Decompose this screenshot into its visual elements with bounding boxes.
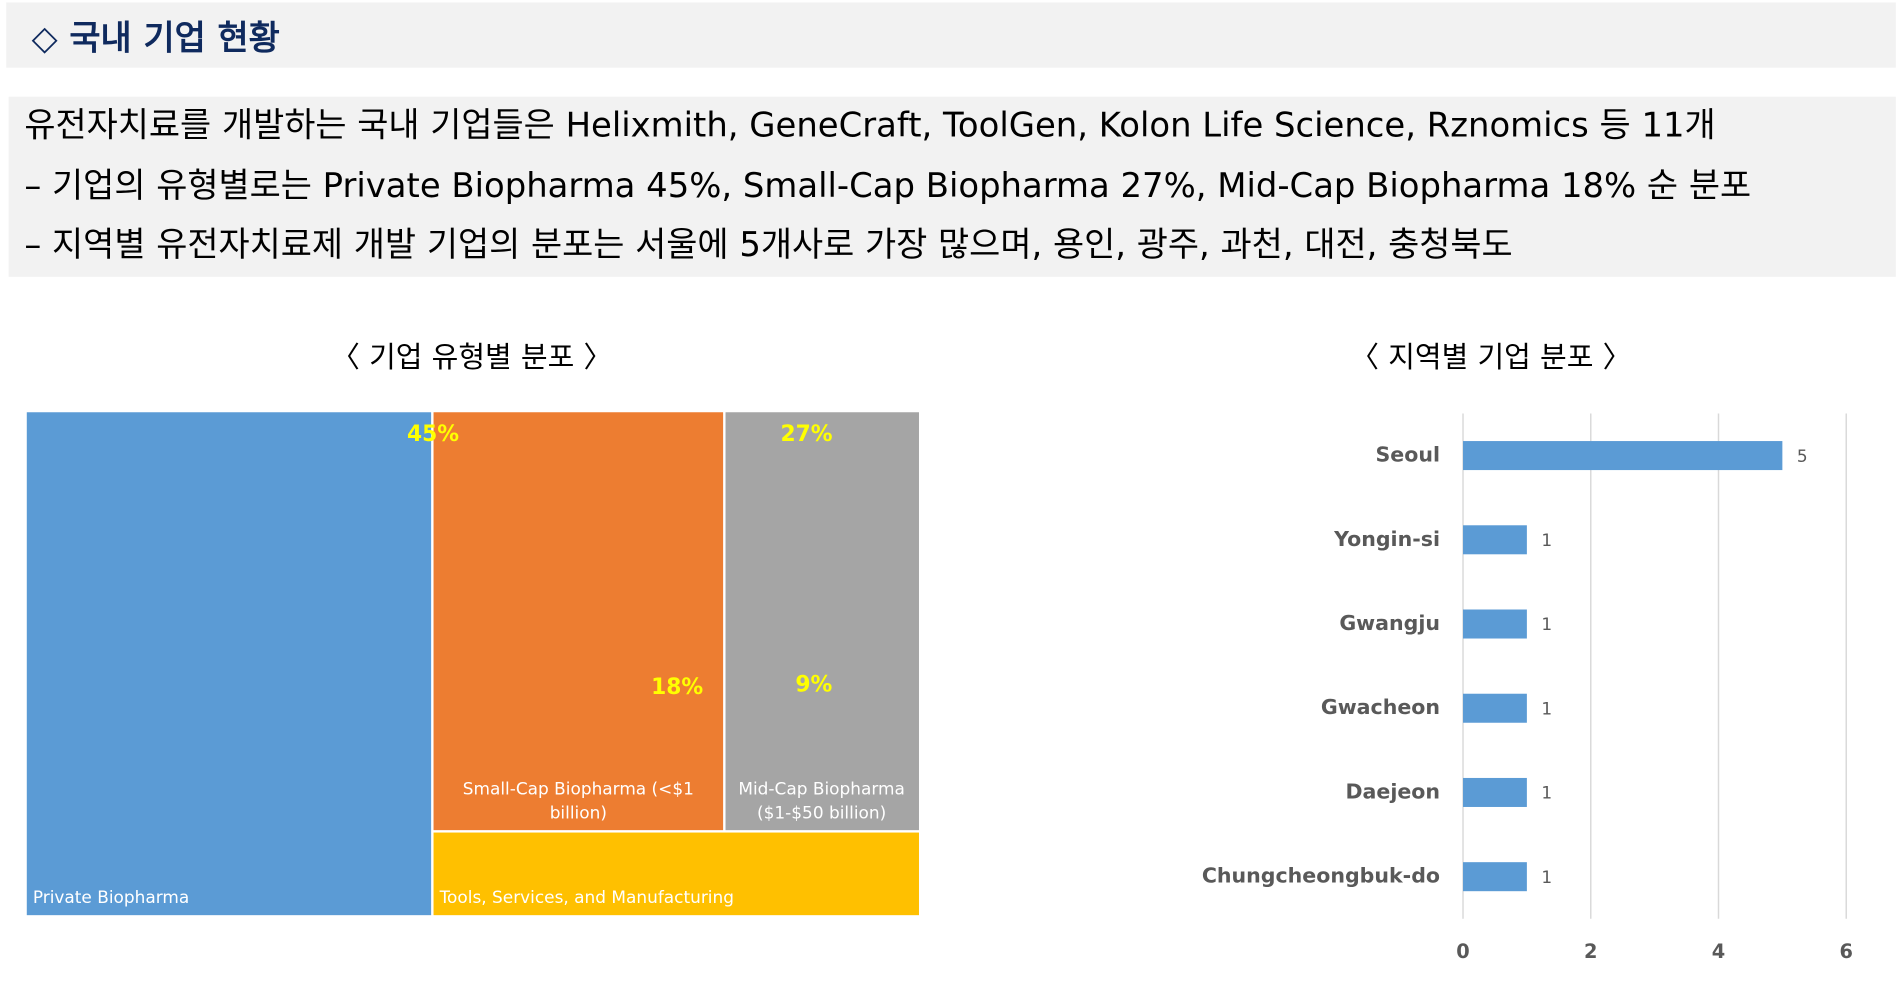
y-tick-label: Gwangju (1339, 611, 1440, 635)
value-label: 5 (1797, 446, 1808, 466)
bar (1463, 525, 1527, 555)
y-tick-label: Gwacheon (1321, 695, 1440, 719)
header-title: ◇ 국내 기업 현황 (32, 18, 280, 57)
value-label: 1 (1541, 530, 1552, 550)
y-tick-label: Yongin-si (1333, 527, 1440, 551)
value-label: 1 (1541, 783, 1552, 803)
bar (1463, 609, 1527, 639)
y-tick-label: Seoul (1376, 443, 1441, 467)
bar (1463, 862, 1527, 892)
y-tick-label: Chungcheongbuk-do (1202, 864, 1440, 888)
tile (26, 412, 432, 916)
value-label: 45% (407, 422, 459, 447)
x-tick-label: 6 (1840, 940, 1853, 963)
x-tick-label: 4 (1712, 940, 1725, 963)
tile-label: Small-Cap Biopharma (<$1 billion) (462, 779, 694, 823)
chart-title: 〈 기업 유형별 분포 〉 (331, 340, 613, 374)
bar (1463, 693, 1527, 723)
x-tick-label: 2 (1584, 940, 1597, 963)
tile-label: Tools, Services, and Manufacturing (439, 888, 734, 908)
summary-line: 유전자치료를 개발하는 국내 기업들은 Helixmith, GeneCraft… (24, 105, 1715, 144)
bar (1463, 441, 1783, 471)
tile-label: Mid-Cap Biopharma ($1-$50 billion) (738, 779, 905, 823)
tile-label-box: Tools, Services, and Manufacturing (439, 888, 734, 908)
value-label: 18% (651, 675, 703, 700)
tile-label-box: Private Biopharma (32, 888, 190, 908)
value-label: 1 (1541, 614, 1552, 634)
tile-label-box: Mid-Cap Biopharma ($1-$50 billion) (738, 779, 905, 823)
value-label: 1 (1541, 698, 1552, 718)
value-label: 9% (795, 672, 832, 697)
summary-box (8, 96, 1896, 277)
y-tick-label: Daejeon (1345, 779, 1440, 803)
tile (725, 412, 919, 831)
x-tick-label: 0 (1456, 940, 1469, 963)
value-label: 27% (781, 422, 833, 447)
tile-label-box: Small-Cap Biopharma (<$1 billion) (462, 779, 694, 823)
tile (433, 412, 724, 831)
tile-label: Private Biopharma (32, 888, 190, 908)
tile (433, 832, 919, 916)
value-label: 1 (1541, 867, 1552, 887)
summary-line: – 지역별 유전자치료제 개발 기업의 분포는 서울에 5개사로 가장 많으며,… (24, 225, 1512, 264)
header-band (6, 2, 1896, 68)
chart-title: 〈 지역별 기업 분포 〉 (1350, 340, 1632, 374)
summary-line: – 기업의 유형별로는 Private Biopharma 45%, Small… (24, 166, 1751, 205)
bar (1463, 777, 1527, 807)
